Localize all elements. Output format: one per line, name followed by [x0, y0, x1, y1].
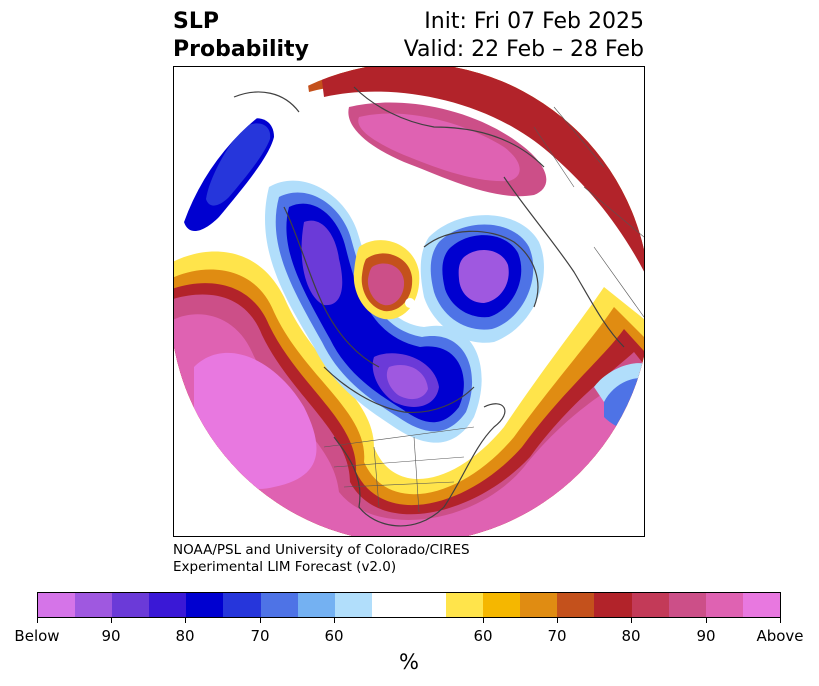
colorbar-tick-label: Above	[756, 627, 804, 645]
colorbar-tick-label: Below	[14, 627, 60, 645]
title-left: SLP Probability	[173, 8, 309, 64]
colorbar-segment	[38, 593, 76, 617]
colorbar-tick-label: 80	[621, 627, 641, 645]
colorbar-segment	[705, 593, 743, 617]
colorbar-segment	[408, 593, 447, 617]
init-date: Init: Fri 07 Feb 2025	[424, 9, 644, 34]
colorbar-tick-label: 60	[473, 627, 493, 645]
colorbar-tick-label: 80	[175, 627, 195, 645]
colorbar-tick-mark	[37, 618, 38, 623]
colorbar-segment	[186, 593, 224, 617]
colorbar-tick-label: 90	[101, 627, 121, 645]
title-quantity: Probability	[173, 37, 309, 62]
colorbar-tick-label: 70	[547, 627, 567, 645]
colorbar-tick-mark	[334, 618, 335, 623]
colorbar-segment	[594, 593, 632, 617]
colorbar-segment	[75, 593, 113, 617]
credit-line-2: Experimental LIM Forecast (v2.0)	[173, 559, 397, 575]
colorbar-tick-mark	[260, 618, 261, 623]
valid-range: Valid: 22 Feb – 28 Feb	[403, 37, 644, 62]
political-borders	[323, 106, 644, 513]
colorbar-segment	[668, 593, 706, 617]
forecast-field	[174, 67, 644, 536]
probability-map	[174, 67, 644, 536]
colorbar-segment	[742, 593, 780, 617]
title-variable: SLP	[173, 9, 219, 34]
colorbar-tick-label: 60	[324, 627, 344, 645]
colorbar-tick-mark	[780, 618, 781, 623]
colorbar-segment	[297, 593, 335, 617]
colorbar-segment	[149, 593, 187, 617]
colorbar-segment	[260, 593, 298, 617]
title-right: Init: Fri 07 Feb 2025 Valid: 22 Feb – 28…	[404, 8, 644, 64]
colorbar-segment	[334, 593, 372, 617]
colorbar-tick-mark	[185, 618, 186, 623]
colorbar-tick-mark	[483, 618, 484, 623]
colorbar-segment	[520, 593, 558, 617]
coastlines	[233, 86, 625, 527]
colorbar-segment	[446, 593, 484, 617]
colorbar-tick-label: 70	[250, 627, 270, 645]
colorbar-tick-label: 90	[696, 627, 716, 645]
colorbar-segment	[631, 593, 669, 617]
colorbar-tick-mark	[111, 618, 112, 623]
colorbar-tick-mark	[631, 618, 632, 623]
colorbar-segment	[483, 593, 521, 617]
map-panel	[173, 66, 645, 537]
peak-positive-anomaly	[194, 352, 317, 489]
colorbar-tick-mark	[706, 618, 707, 623]
colorbar-segment	[112, 593, 150, 617]
credit-line-1: NOAA/PSL and University of Colorado/CIRE…	[173, 542, 470, 558]
colorbar-tick-mark	[557, 618, 558, 623]
colorbar-segment	[371, 593, 409, 617]
colorbar-segment	[557, 593, 595, 617]
colorbar-unit-label: %	[399, 650, 419, 674]
colorbar	[37, 592, 781, 618]
colorbar-segment	[223, 593, 261, 617]
credit-text: NOAA/PSL and University of Colorado/CIRE…	[173, 542, 470, 576]
